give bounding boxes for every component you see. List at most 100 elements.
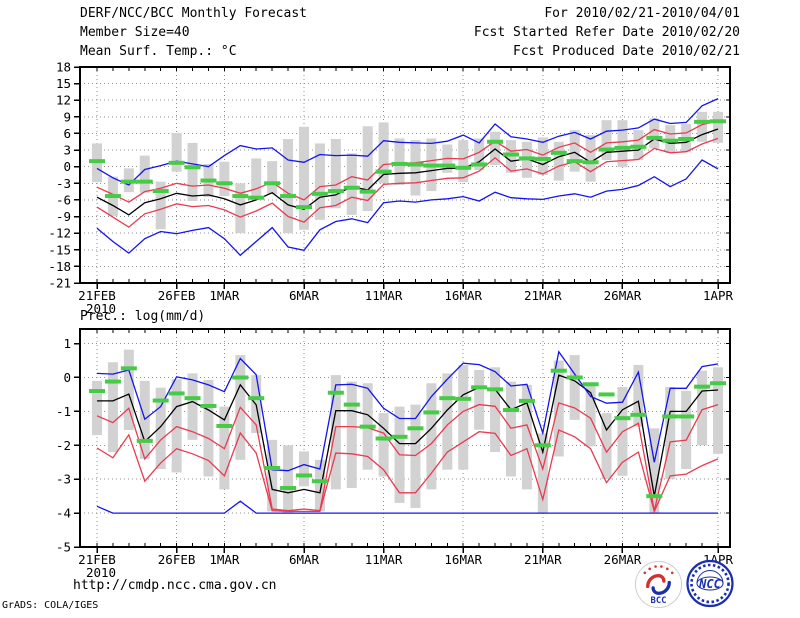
page-title: DERF/NCC/BCC Monthly Forecast — [80, 6, 307, 21]
reference-green-dash — [343, 402, 360, 407]
reference-green-dash — [534, 443, 551, 448]
reference-green-dash — [120, 366, 137, 371]
series-ensemble-max — [96, 350, 719, 472]
reference-green-dash — [534, 156, 551, 161]
reference-green-dash — [391, 161, 408, 166]
series-lower-spread — [96, 429, 719, 514]
climate-range-bar — [219, 161, 230, 197]
y-tick-label: -15 — [48, 242, 71, 257]
x-tick-label: 11MAR — [365, 288, 403, 303]
climate-range-bar — [139, 155, 150, 193]
y-tick-label: -9 — [56, 209, 71, 224]
climate-range-bar — [458, 140, 469, 183]
y-tick-label: -5 — [56, 540, 71, 555]
reference-green-dash — [152, 398, 169, 403]
reference-green-dash — [503, 152, 519, 157]
climate-range-bar — [410, 404, 421, 509]
x-tick-label: 26FEB — [158, 552, 196, 567]
reference-green-dash — [598, 147, 615, 152]
reference-green-dash — [662, 414, 679, 419]
reference-green-dash — [407, 426, 424, 431]
bcc-logo-text: BCC — [651, 596, 667, 606]
series-upper-spread — [96, 402, 719, 512]
climate-range-bar — [713, 111, 723, 143]
climate-range-bar — [267, 161, 278, 195]
reference-green-dash — [359, 424, 376, 429]
reference-green-dash — [694, 384, 711, 389]
reference-green-dash — [184, 396, 201, 401]
reference-green-dash — [232, 194, 249, 199]
reference-green-dash — [311, 191, 328, 196]
y-tick-label: 15 — [56, 76, 71, 91]
member-size-label: Member Size=40 — [80, 25, 190, 40]
y-tick-label: -1 — [56, 404, 71, 419]
reference-green-dash — [168, 160, 185, 165]
reference-green-dash — [582, 160, 599, 165]
climate-range-bar — [267, 439, 278, 512]
x-tick-label: 1MAR — [209, 288, 240, 303]
climate-range-bar — [171, 132, 182, 172]
x-tick-label: 6MAR — [289, 288, 320, 303]
climate-range-bar — [649, 118, 660, 149]
reference-green-dash — [439, 163, 456, 168]
reference-green-dash — [646, 135, 663, 140]
bcc-ring-characters-icon — [643, 565, 674, 575]
reference-green-dash — [550, 150, 567, 155]
climate-range-bar — [107, 362, 118, 453]
x-tick-label: 6MAR — [289, 552, 320, 567]
climate-range-bar — [410, 140, 421, 196]
fcst-started-label: Fcst Started Refer Date 2010/02/20 — [473, 25, 740, 40]
ncc-wreath-outer-icon — [686, 559, 734, 608]
reference-green-dash — [375, 436, 392, 441]
x-tick-sublabel: 2010 — [86, 301, 116, 316]
bcc-swirl-icon — [646, 574, 671, 595]
climate-range-bar — [378, 122, 389, 184]
reference-green-dash — [136, 438, 153, 443]
reference-green-dash — [327, 189, 344, 194]
reference-green-dash — [391, 434, 408, 439]
y-tick-label: -18 — [48, 259, 71, 274]
reference-green-dash — [200, 178, 217, 183]
reference-green-dash — [503, 408, 519, 413]
climate-range-bar — [92, 380, 102, 436]
climate-range-bar — [617, 120, 628, 168]
y-tick-label: -2 — [56, 438, 71, 453]
ncc-globe-icon — [696, 570, 724, 591]
y-tick-label: 1 — [63, 336, 71, 351]
climate-range-bar — [283, 139, 294, 234]
x-tick-label: 26FEB — [158, 288, 196, 303]
y-tick-label: 3 — [63, 143, 71, 158]
climate-range-bar — [601, 413, 612, 480]
reference-green-dash — [343, 185, 360, 190]
x-tick-sublabel: 2010 — [86, 565, 116, 580]
header-row-3: Mean Surf. Temp.: °C Fcst Produced Date … — [80, 44, 740, 59]
climate-range-bar — [426, 383, 437, 490]
series-ensemble-min — [96, 500, 718, 514]
climate-range-bar — [697, 370, 708, 446]
reference-green-dash — [104, 379, 121, 384]
reference-green-dash — [566, 375, 583, 380]
y-tick-label: 12 — [56, 93, 71, 108]
reference-green-dash — [439, 396, 456, 401]
climate-range-bar — [490, 367, 501, 453]
series-ensemble-min — [96, 159, 719, 257]
climate-range-bar — [346, 381, 357, 489]
climate-range-bar — [362, 126, 373, 211]
y-tick-label: 6 — [63, 126, 71, 141]
reference-green-dash — [662, 138, 679, 143]
reference-green-dash — [471, 162, 488, 167]
climate-range-bar — [474, 138, 485, 171]
ncc-logo: NCC — [686, 559, 734, 608]
ncc-logo-text: NCC — [698, 577, 721, 591]
bcc-logo-ring — [634, 560, 683, 609]
climate-range-bar — [394, 138, 405, 185]
series-ensemble-mean — [96, 128, 719, 216]
y-tick-label: 18 — [56, 60, 71, 75]
reference-green-dash — [264, 181, 281, 186]
header-row-1: DERF/NCC/BCC Monthly Forecast For 2010/0… — [80, 6, 740, 21]
y-tick-label: 9 — [63, 109, 71, 124]
